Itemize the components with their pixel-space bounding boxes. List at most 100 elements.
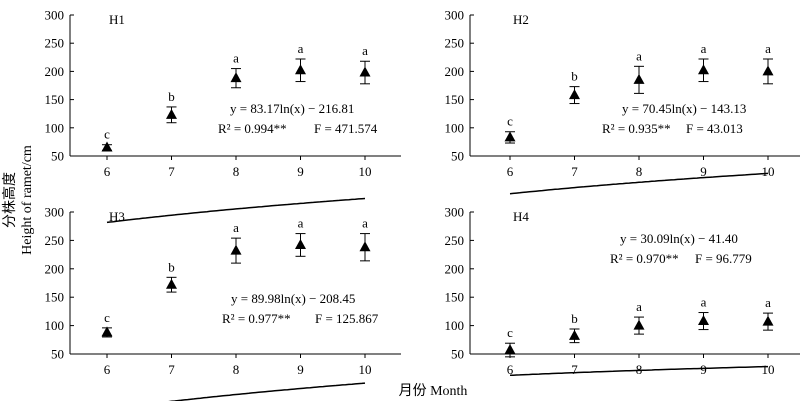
r-squared: R² = 0.935**: [602, 121, 671, 136]
fit-curve: [509, 172, 769, 195]
x-tick-label: 7: [571, 362, 578, 377]
significance-letter: a: [298, 41, 304, 56]
data-point-triangle: [569, 329, 580, 340]
data-point-triangle: [101, 326, 113, 337]
y-tick-label: 100: [445, 318, 465, 333]
y-tick-label: 200: [445, 261, 465, 276]
y-tick-label: 300: [45, 205, 65, 220]
r-squared: R² = 0.970**: [610, 251, 679, 266]
panel-title: H4: [513, 209, 529, 224]
panel-h3: 50 100 150 200 250 300 6 7 8 9 10 c b a a a H3 y = 89.98l…: [45, 205, 401, 401]
x-axis-label: 月份 Month: [399, 383, 468, 399]
f-statistic: F = 471.574: [314, 121, 378, 136]
y-tick-label: 300: [445, 8, 465, 23]
y-tick-label: 100: [45, 318, 65, 333]
y-tick-label: 200: [45, 261, 65, 276]
fit-curve: [167, 382, 366, 401]
significance-letter: b: [168, 89, 175, 104]
x-tick-label: 8: [233, 362, 240, 377]
y-tick-label: 300: [45, 8, 65, 23]
x-tick-label: 8: [636, 362, 643, 377]
data-point-triangle: [504, 131, 516, 142]
y-tick-label: 300: [445, 205, 465, 220]
significance-letter: b: [571, 69, 578, 84]
fit-curve: [106, 197, 366, 224]
x-tick-label: 9: [297, 164, 304, 179]
fit-curve: [509, 365, 768, 377]
data-point-triangle: [698, 315, 709, 326]
data-point-triangle: [762, 315, 774, 326]
data-point-triangle: [698, 64, 709, 75]
y-tick-label: 250: [445, 233, 465, 248]
significance-letter: a: [233, 51, 239, 66]
y-tick-label: 250: [445, 36, 465, 51]
significance-letter: b: [571, 311, 578, 326]
data-point-triangle: [101, 141, 113, 152]
significance-letter: a: [233, 220, 239, 235]
data-point-triangle: [230, 72, 242, 83]
data-point-triangle: [633, 73, 645, 84]
data-point-triangle: [633, 319, 645, 330]
x-tick-label: 9: [700, 164, 707, 179]
f-statistic: F = 125.867: [315, 311, 379, 326]
y-tick-label: 50: [51, 347, 64, 362]
significance-letter: a: [298, 216, 304, 231]
x-tick-label: 6: [104, 164, 111, 179]
x-tick-label: 10: [762, 362, 775, 377]
x-tick-label: 6: [507, 164, 514, 179]
significance-letter: a: [362, 216, 368, 231]
y-tick-label: 250: [45, 36, 65, 51]
regression-equation: y = 30.09ln(x) − 41.40: [620, 231, 738, 246]
panel-title: H1: [109, 12, 125, 27]
y-tick-label: 150: [45, 290, 65, 305]
significance-letter: a: [636, 48, 642, 63]
regression-equation: y = 89.98ln(x) − 208.45: [231, 291, 355, 306]
data-point-triangle: [762, 65, 774, 76]
x-tick-label: 8: [636, 164, 643, 179]
significance-letter: a: [765, 295, 771, 310]
data-point-triangle: [359, 66, 371, 77]
y-tick-label: 200: [45, 64, 65, 79]
x-tick-label: 8: [233, 164, 240, 179]
y-axis-label-english: Height of ramet/cm: [20, 145, 35, 255]
significance-letter: b: [168, 259, 175, 274]
data-point-triangle: [230, 244, 242, 255]
f-statistic: F = 43.013: [686, 121, 743, 136]
y-tick-label: 150: [445, 290, 465, 305]
y-tick-label: 50: [451, 347, 464, 362]
x-tick-label: 7: [168, 164, 175, 179]
panel-h2: 50 100 150 200 250 300 6 7 8 9 10 c b a a a H2 y = 70.45l…: [445, 8, 800, 195]
data-point-triangle: [504, 344, 516, 355]
y-tick-label: 200: [445, 64, 465, 79]
panel-title: H3: [109, 209, 125, 224]
significance-letter: a: [701, 41, 707, 56]
x-tick-label: 10: [359, 362, 372, 377]
x-tick-label: 9: [297, 362, 304, 377]
y-tick-label: 150: [45, 92, 65, 107]
y-tick-label: 100: [45, 120, 65, 135]
y-tick-label: 100: [445, 120, 465, 135]
data-point-triangle: [295, 64, 306, 75]
x-tick-label: 10: [762, 164, 775, 179]
f-statistic: F = 96.779: [695, 251, 752, 266]
panel-h1: 50 100 150 200 250 300 6 7 8 9 10 c b a a a H1 y = 83.17l…: [45, 8, 401, 224]
data-point-triangle: [295, 238, 306, 249]
x-tick-label: 6: [507, 362, 514, 377]
data-point-triangle: [166, 278, 177, 289]
data-point-triangle: [359, 241, 371, 252]
significance-letter: a: [701, 295, 707, 310]
r-squared: R² = 0.977**: [222, 311, 291, 326]
significance-letter: a: [765, 41, 771, 56]
significance-letter: a: [362, 43, 368, 58]
x-tick-label: 6: [104, 362, 111, 377]
panel-h4: 50 100 150 200 250 300 6 7 8 9 10 c b a a a H4 y = 30.09l…: [445, 205, 800, 377]
y-tick-label: 250: [45, 233, 65, 248]
data-point-triangle: [166, 108, 177, 119]
y-tick-label: 50: [451, 149, 464, 164]
regression-equation: y = 70.45ln(x) − 143.13: [622, 101, 746, 116]
x-tick-label: 9: [700, 362, 707, 377]
y-tick-label: 50: [51, 149, 64, 164]
x-tick-label: 7: [571, 164, 578, 179]
r-squared: R² = 0.994**: [218, 121, 287, 136]
